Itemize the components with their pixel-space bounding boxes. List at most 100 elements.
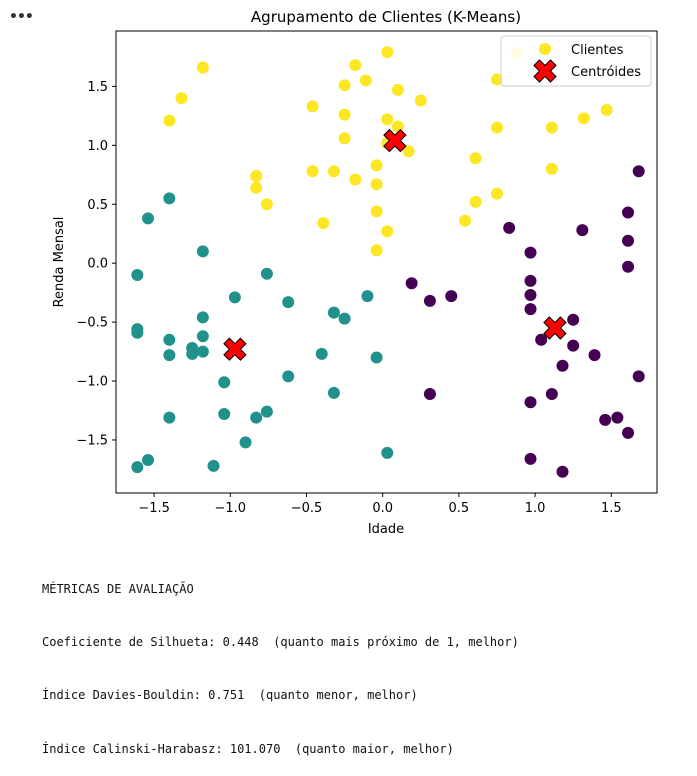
cluster-1-point [260, 405, 273, 418]
cluster-1-point [196, 330, 209, 343]
cluster-1-point [163, 333, 176, 346]
cluster-1-point [163, 411, 176, 424]
cluster-2-point [577, 112, 590, 125]
cluster-2-point [490, 73, 503, 86]
cluster-1-point [196, 345, 209, 358]
cluster-1-point [163, 349, 176, 362]
cluster-2-point [317, 217, 330, 230]
cluster-2-point [370, 178, 383, 191]
legend-centroides-label: Centróides [571, 65, 641, 80]
x-tick-label: 1.5 [601, 501, 622, 516]
plot-frame [115, 30, 658, 494]
cluster-1-point [260, 267, 273, 280]
cluster-0-point [524, 452, 537, 465]
cluster-1-point [381, 446, 394, 459]
legend: Clientes Centróides [500, 35, 652, 87]
cluster-1-point [207, 459, 220, 472]
x-tick-label: −0.5 [291, 501, 323, 516]
cluster-2-point [338, 108, 351, 121]
cluster-2-point [545, 162, 558, 175]
cluster-1-point [282, 296, 295, 309]
cluster-0-point [524, 246, 537, 259]
cluster-2-point [260, 198, 273, 211]
cluster-1-point [370, 351, 383, 364]
cluster-0-point [576, 224, 589, 237]
cluster-1-point [142, 212, 155, 225]
cluster-1-point [250, 411, 263, 424]
x-tick-label: −1.5 [138, 501, 170, 516]
y-tick-label: −1.0 [76, 375, 108, 390]
cluster-2-point [381, 113, 394, 126]
cluster-0-point [622, 260, 635, 273]
scatter-chart: Agrupamento de Clientes (K-Means) −1.5 −1… [52, 8, 658, 537]
cluster-2-point [250, 169, 263, 182]
cluster-2-point [458, 214, 471, 227]
y-tick-label: 1.5 [87, 80, 108, 95]
cluster-0-point [588, 349, 601, 362]
cluster-0-point [622, 426, 635, 439]
cluster-2-point [306, 100, 319, 113]
y-axis-label: Renda Mensal [52, 217, 67, 308]
cluster-1-point [196, 245, 209, 258]
cluster-0-point [423, 294, 436, 307]
cluster-0-point [567, 313, 580, 326]
more-options-icon[interactable]: ••• [9, 9, 34, 25]
cluster-1-point [218, 376, 231, 389]
cluster-2-point [370, 159, 383, 172]
cluster-0-point [423, 388, 436, 400]
cluster-0-point [535, 333, 548, 346]
cluster-0-point [622, 206, 635, 219]
cluster-0-point [567, 339, 580, 352]
cluster-2-point [250, 181, 263, 194]
cluster-2-point [600, 103, 613, 116]
y-tick-label: 0.5 [87, 198, 108, 213]
metric-calinski-harabasz: Índice Calinski-Harabasz: 101.070 (quant… [42, 741, 454, 756]
cluster-0-point [632, 370, 645, 383]
cluster-2-point [175, 92, 188, 105]
cluster-0-point [524, 274, 537, 287]
cluster-2-point [545, 121, 558, 134]
cluster-0-point [524, 303, 537, 316]
metrics-panel: MÉTRICAS DE AVALIAÇÃO Coeficiente de Sil… [42, 545, 519, 776]
cluster-1-point [186, 347, 199, 360]
cluster-1-point [218, 408, 231, 421]
cluster-2-point [370, 205, 383, 218]
cluster-0-point [405, 277, 418, 290]
cluster-1-point [163, 192, 176, 205]
cluster-1-point [327, 386, 340, 399]
cluster-0-point [599, 413, 612, 426]
x-tick-label: −1.0 [215, 501, 247, 516]
cluster-1-point [228, 291, 241, 304]
legend-clientes-label: Clientes [571, 43, 624, 58]
cluster-1-point [196, 311, 209, 324]
cluster-2-point [469, 195, 482, 208]
cluster-0-point [611, 411, 624, 424]
metric-davies-bouldin: Índice Davies-Bouldin: 0.751 (quanto men… [42, 688, 418, 703]
cluster-1-point [142, 454, 155, 466]
centroid-marker [223, 337, 247, 361]
cluster-0-point [556, 465, 569, 478]
x-axis-label: Idade [368, 522, 404, 537]
metrics-title: MÉTRICAS DE AVALIAÇÃO [42, 581, 194, 596]
cluster-2-point [490, 121, 503, 134]
y-tick-label: 1.0 [87, 139, 108, 154]
cluster-0-point [503, 221, 516, 234]
y-tick-label: 0.0 [87, 257, 108, 272]
cluster-2-point [370, 244, 383, 257]
cluster-0-point [445, 290, 458, 303]
cluster-2-point [163, 114, 176, 127]
cluster-2-point [391, 83, 404, 96]
cluster-1-point [315, 347, 328, 360]
y-tick-label: −1.5 [76, 433, 108, 448]
x-tick-label: 0.5 [449, 501, 470, 516]
cluster-1-point [282, 370, 295, 383]
cluster-1-point [327, 306, 340, 319]
metric-silhouette: Coeficiente de Silhueta: 0.448 (quanto m… [42, 634, 519, 649]
y-tick-label: −0.5 [76, 316, 108, 331]
cluster-2-point [349, 173, 362, 186]
cluster-1-point [131, 461, 144, 474]
legend-clientes-marker [539, 43, 551, 55]
cluster-0-point [524, 289, 537, 301]
cluster-2-point [338, 79, 351, 92]
cluster-2-point [338, 132, 351, 145]
